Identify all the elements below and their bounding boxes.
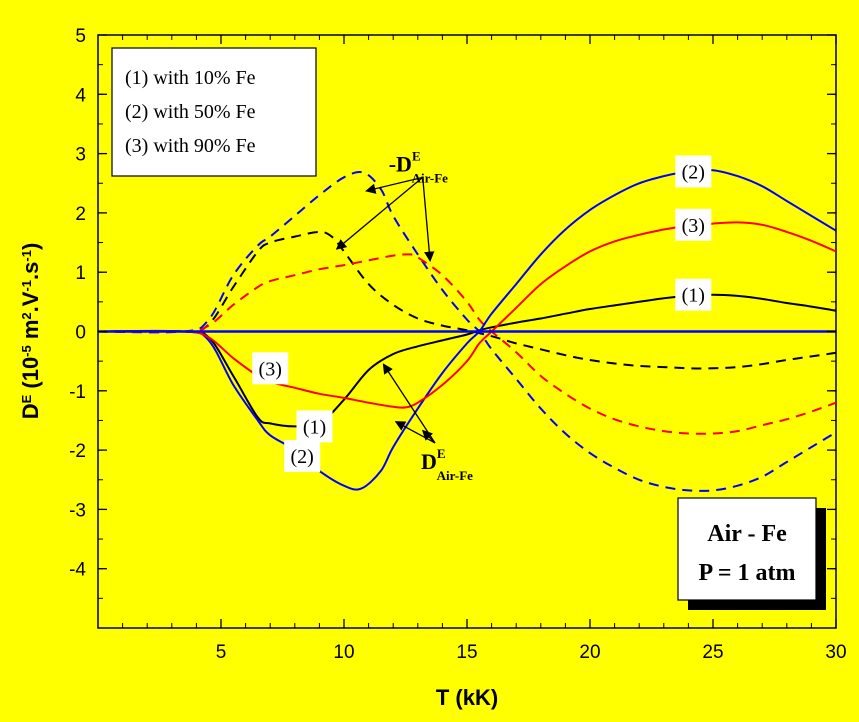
y-tick-label: 4 xyxy=(75,85,86,106)
x-tick-label: 30 xyxy=(825,642,846,663)
x-tick-label: 5 xyxy=(216,642,227,663)
info-box-panel xyxy=(677,497,817,601)
annotation-label-lower: DE Air-Fe xyxy=(421,446,473,483)
curve-label-box xyxy=(284,440,321,473)
annotation-label-upper: -DE Air-Fe xyxy=(389,148,448,185)
curve-label-box xyxy=(252,352,289,385)
info-box: Air - Fe P = 1 atm xyxy=(677,497,826,610)
x-axis-title: T (kK) xyxy=(436,685,498,710)
info-line-1: Air - Fe xyxy=(707,521,787,547)
legend-entry-1: (1) with 10% Fe xyxy=(125,67,256,89)
y-axis-title: DE (10-5 m2.V-1.s-1) xyxy=(18,243,43,420)
annotation-lower-sup: E xyxy=(437,446,446,461)
annotation-upper-main: D xyxy=(396,151,412,176)
y-axis-title-unit-s: .s xyxy=(18,262,43,280)
y-axis-title-unit-exp: -5 xyxy=(19,345,34,357)
curve-label-text: (2) xyxy=(291,446,314,468)
curve-label-text: (3) xyxy=(259,358,282,380)
curve-label: (2) xyxy=(284,440,321,473)
annotation-upper-sub: Air-Fe xyxy=(412,170,449,185)
curve-label-text: (1) xyxy=(682,285,705,307)
series-dashed-3 xyxy=(97,253,837,435)
y-axis-title-unit-close: ) xyxy=(18,243,43,250)
y-axis-title-unit-v: .V xyxy=(18,291,43,312)
y-axis-title-unit-open: (10 xyxy=(18,357,43,395)
legend: (1) with 10% Fe (2) with 50% Fe (3) with… xyxy=(111,47,317,177)
series-solid-1 xyxy=(97,293,837,428)
curve-label-text: (1) xyxy=(303,416,326,438)
y-tick-label: 3 xyxy=(75,145,86,166)
y-tick-label: 2 xyxy=(75,204,86,225)
ticks-layer: 5 10 15 20 25 30 -4 -3 -2 -1 0 1 2 3 4 5 xyxy=(69,26,846,663)
y-tick-label: -3 xyxy=(69,500,86,521)
curve-label-text: (2) xyxy=(682,161,705,183)
y-axis-title-unit-s-exp: -1 xyxy=(19,250,34,262)
y-axis-title-sup: E xyxy=(19,394,34,403)
curve-label: (1) xyxy=(675,278,712,311)
annotation-upper-sup: E xyxy=(412,148,421,163)
x-tick-label: 25 xyxy=(702,642,723,663)
y-tick-label: -2 xyxy=(69,441,86,462)
legend-box xyxy=(111,47,317,177)
curve-label: (2) xyxy=(675,155,712,188)
curve-label-text: (3) xyxy=(682,215,705,237)
x-tick-label: 15 xyxy=(456,642,477,663)
y-tick-label: -4 xyxy=(69,560,86,581)
y-tick-label: 5 xyxy=(75,26,86,47)
y-axis-title-unit-m: m xyxy=(18,320,43,346)
curve-label-box xyxy=(296,410,333,443)
annotation-arrow xyxy=(421,429,436,444)
annotation-upper-prefix: - xyxy=(389,151,396,176)
curve-label-box xyxy=(675,278,712,311)
y-tick-label: 0 xyxy=(75,323,86,344)
info-line-2: P = 1 atm xyxy=(699,560,796,586)
curve-label-box xyxy=(675,208,712,241)
y-axis-title-unit-m-exp: 2 xyxy=(19,312,34,319)
curve-label: (1) xyxy=(296,410,333,443)
y-tick-label: 1 xyxy=(75,263,86,284)
x-tick-label: 20 xyxy=(579,642,600,663)
x-tick-label: 10 xyxy=(333,642,354,663)
annotation-arrow xyxy=(365,176,423,194)
curve-label: (3) xyxy=(252,352,289,385)
legend-entry-3: (3) with 90% Fe xyxy=(125,135,256,157)
y-axis-title-unit-v-exp: -1 xyxy=(19,280,34,292)
annotation-lower-main: D xyxy=(421,449,437,474)
curve-label-box xyxy=(675,155,712,188)
y-tick-label: -1 xyxy=(69,382,86,403)
y-axis-title-main: D xyxy=(18,403,43,419)
curve-label: (3) xyxy=(675,208,712,241)
annotation-lower-sub: Air-Fe xyxy=(437,468,474,483)
annotation-arrow xyxy=(422,177,435,262)
legend-entry-2: (2) with 50% Fe xyxy=(125,101,256,123)
annotation-arrow xyxy=(335,176,424,250)
